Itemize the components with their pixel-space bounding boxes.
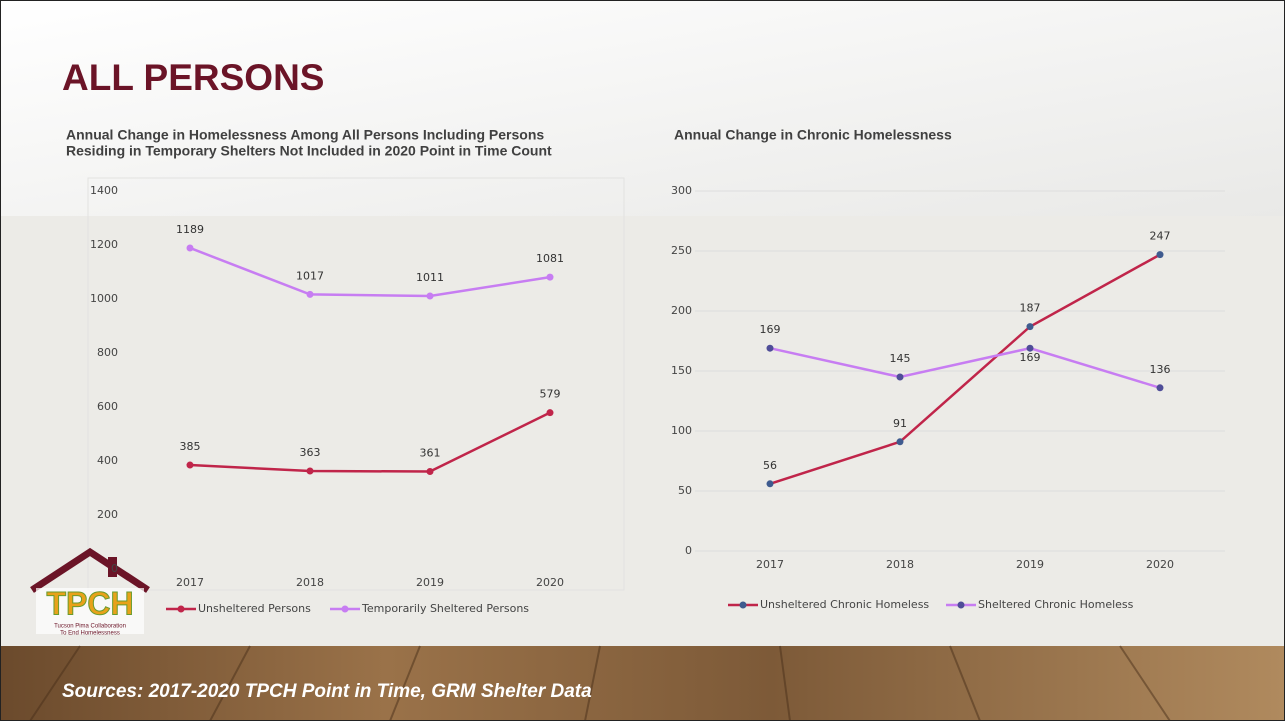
source-note: Sources: 2017-2020 TPCH Point in Time, G… [62,681,592,702]
y-tick-label: 1400 [90,184,118,197]
y-tick-label: 1000 [90,292,118,305]
data-point [187,244,194,251]
data-label: 1081 [536,252,564,265]
data-point [897,438,904,445]
legend-label: Unsheltered Persons [198,602,311,615]
y-tick-label: 300 [671,184,692,197]
data-label: 187 [1020,302,1041,315]
chart-title: Annual Change in Homelessness Among All … [66,127,544,143]
data-label: 56 [763,459,777,472]
logo-caption: To End Homelessness [60,631,120,637]
data-label: 579 [540,388,561,401]
data-label: 385 [180,440,201,453]
y-tick-label: 0 [111,562,118,575]
data-label: 1189 [176,223,204,236]
data-point [427,293,434,300]
data-label: 1017 [296,269,324,282]
x-tick-label: 2020 [536,576,564,589]
data-point [547,274,554,281]
data-point [897,374,904,381]
data-point [307,467,314,474]
y-tick-label: 400 [97,454,118,467]
legend-marker [740,602,747,609]
data-label: 169 [760,323,781,336]
y-tick-label: 150 [671,364,692,377]
logo-text: TPCH [46,585,133,621]
x-tick-label: 2020 [1146,558,1174,571]
logo-caption: Tucson Pima Collaboration [54,624,126,630]
y-tick-label: 100 [671,424,692,437]
x-tick-label: 2017 [756,558,784,571]
data-label: 247 [1150,230,1171,243]
y-tick-label: 250 [671,244,692,257]
chart-title: Residing in Temporary Shelters Not Inclu… [66,143,552,159]
data-label: 361 [420,447,441,460]
x-tick-label: 2019 [416,576,444,589]
data-point [767,345,774,352]
x-tick-label: 2019 [1016,558,1044,571]
x-tick-label: 2018 [886,558,914,571]
data-label: 169 [1020,351,1041,364]
y-tick-label: 200 [671,304,692,317]
legend-label: Sheltered Chronic Homeless [978,598,1134,611]
data-point [1157,251,1164,258]
data-label: 145 [890,352,911,365]
y-tick-label: 800 [97,346,118,359]
data-point [767,480,774,487]
data-point [307,291,314,298]
legend-marker [178,606,185,613]
header-band [0,0,1285,216]
y-tick-label: 1200 [90,238,118,251]
data-point [187,462,194,469]
data-label: 363 [300,446,321,459]
legend-marker [958,602,965,609]
data-label: 1011 [416,271,444,284]
legend-marker [342,606,349,613]
y-tick-label: 600 [97,400,118,413]
y-tick-label: 200 [97,508,118,521]
y-tick-label: 0 [685,544,692,557]
slide: ALL PERSONS Sources: 2017-2020 TPCH Poin… [0,0,1285,721]
page: ALL PERSONS Sources: 2017-2020 TPCH Poin… [0,0,1285,721]
x-tick-label: 2017 [176,576,204,589]
legend-label: Temporarily Sheltered Persons [361,602,529,615]
chart-title: Annual Change in Chronic Homelessness [674,127,952,143]
legend-label: Unsheltered Chronic Homeless [760,598,929,611]
data-point [427,468,434,475]
y-tick-label: 50 [678,484,692,497]
slide-title: ALL PERSONS [62,57,324,98]
data-point [1157,384,1164,391]
data-point [547,409,554,416]
data-label: 136 [1150,363,1171,376]
x-tick-label: 2018 [296,576,324,589]
data-point [1027,323,1034,330]
data-label: 91 [893,417,907,430]
